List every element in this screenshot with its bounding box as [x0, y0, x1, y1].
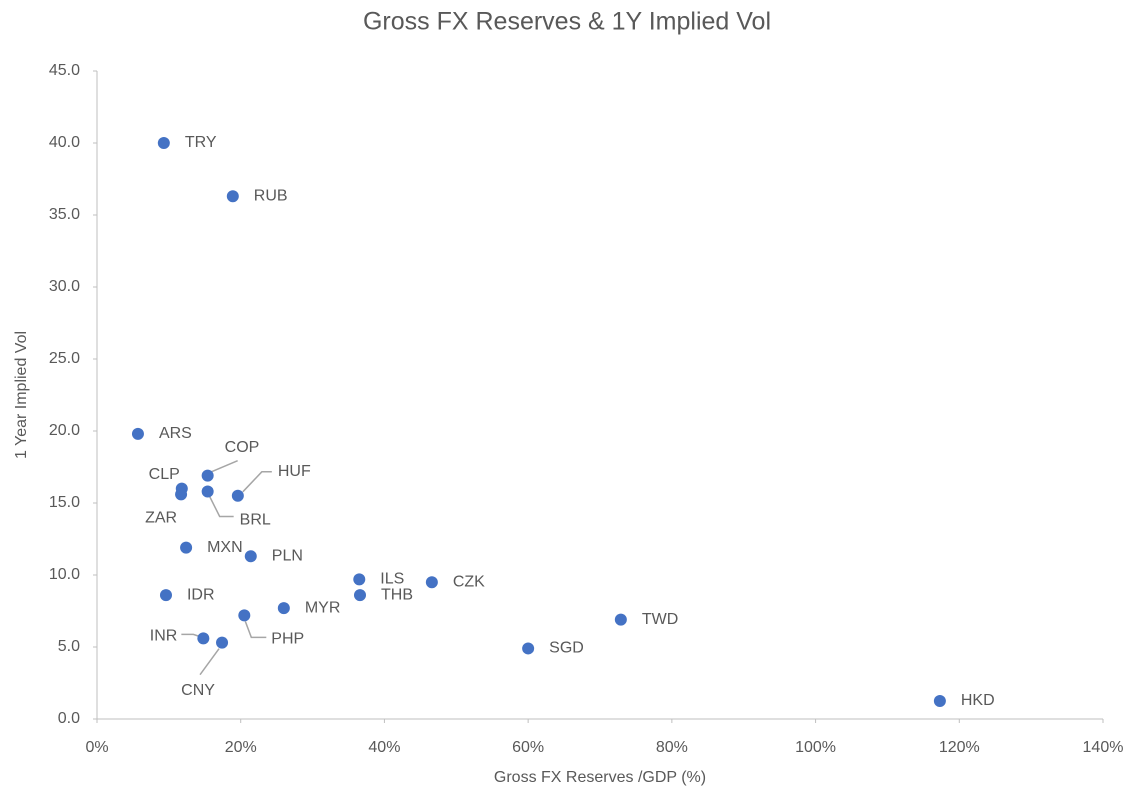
chart-title: Gross FX Reserves & 1Y Implied Vol [363, 8, 771, 36]
leader-line [181, 633, 200, 638]
point-label: RUB [254, 187, 288, 204]
point-label: COP [225, 439, 260, 456]
point [201, 469, 214, 482]
x-tick-label: 20% [225, 739, 257, 756]
point [614, 613, 627, 626]
y-tick-label: 15.0 [49, 494, 80, 511]
point [353, 589, 366, 602]
y-tick-label: 20.0 [49, 422, 80, 439]
point-label: HUF [278, 463, 311, 480]
x-axis-label: Gross FX Reserves /GDP (%) [494, 769, 706, 786]
y-tick-label: 35.0 [49, 206, 80, 223]
x-tick-label: 100% [795, 739, 836, 756]
y-tick-label: 0.0 [58, 710, 80, 727]
x-tick-label: 0% [85, 739, 108, 756]
y-tick-label: 25.0 [49, 350, 80, 367]
point-label: PLN [272, 547, 303, 564]
point-label: CZK [453, 573, 485, 590]
point-label: BRL [240, 512, 271, 529]
point-label: ILS [380, 571, 404, 588]
point-label: MXN [207, 539, 243, 556]
point-label: CNY [181, 682, 215, 699]
point [180, 541, 193, 554]
point [159, 589, 172, 602]
point-label: IDR [187, 586, 215, 603]
point-label: THB [381, 586, 413, 603]
point [216, 636, 229, 649]
leader-line [199, 648, 220, 676]
point-label: SGD [549, 640, 584, 657]
point-label: HKD [961, 692, 995, 709]
point [238, 609, 251, 622]
point-label: ZAR [145, 510, 177, 527]
leader-line [244, 621, 267, 639]
point [244, 550, 257, 563]
point [226, 190, 239, 203]
y-tick-label: 45.0 [49, 62, 80, 79]
point [353, 573, 366, 586]
y-tick-label: 5.0 [58, 638, 80, 655]
point [425, 576, 438, 589]
x-tick-label: 120% [939, 739, 980, 756]
point-label: PHP [271, 631, 304, 648]
point-label: CLP [149, 466, 180, 483]
leader-line [208, 496, 234, 518]
point [231, 489, 244, 502]
point [522, 642, 535, 655]
point [197, 632, 210, 645]
point-label: ARS [159, 425, 192, 442]
point-label: INR [150, 628, 178, 645]
point-label: MYR [305, 599, 341, 616]
y-tick-label: 10.0 [49, 566, 80, 583]
x-tick-label: 140% [1083, 739, 1124, 756]
point [933, 695, 946, 707]
point [201, 485, 214, 498]
point [277, 602, 290, 615]
leader-line [211, 459, 238, 473]
point-label: TWD [642, 611, 678, 628]
point [175, 488, 188, 501]
point [131, 427, 144, 440]
y-axis-label: 1 Year Implied Vol [13, 331, 30, 459]
x-tick-label: 80% [656, 739, 688, 756]
leader-line [242, 471, 272, 493]
y-tick-label: 40.0 [49, 134, 80, 151]
x-tick-label: 60% [512, 739, 544, 756]
point [157, 137, 170, 149]
y-tick-label: 30.0 [49, 278, 80, 295]
point-label: TRY [185, 134, 217, 151]
x-tick-label: 40% [368, 739, 400, 756]
